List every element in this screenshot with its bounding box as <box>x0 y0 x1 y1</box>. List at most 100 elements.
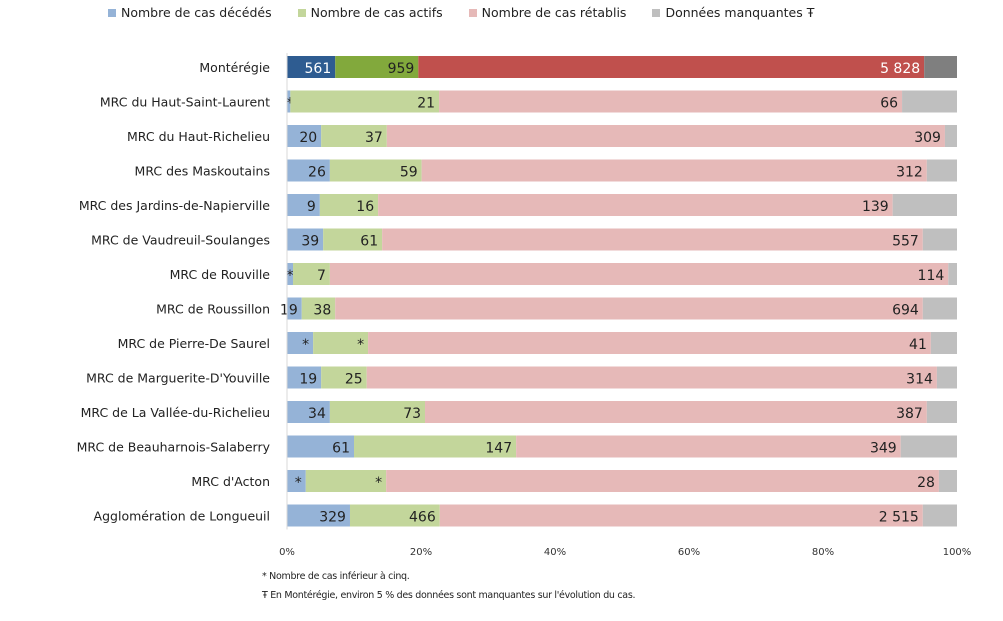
data-label: 959 <box>388 61 415 77</box>
legend-item-active: Nombre de cas actifs <box>297 5 443 20</box>
data-label: 25 <box>345 372 363 388</box>
bar-segment <box>329 159 422 182</box>
data-label: 39 <box>301 234 319 250</box>
legend-label: Nombre de cas rétablis <box>481 5 627 20</box>
data-label: 9 <box>307 199 316 215</box>
data-label: 16 <box>356 199 374 215</box>
bar-segment <box>287 56 336 78</box>
data-label: 59 <box>400 165 418 181</box>
bar-segment <box>335 297 923 320</box>
bar-segment <box>287 332 314 354</box>
bar-segment <box>321 366 367 389</box>
bar-segment <box>305 470 387 492</box>
bar-segment <box>287 470 306 492</box>
data-label: 61 <box>332 441 350 457</box>
bar-segment <box>301 297 336 320</box>
data-label: * <box>375 475 382 491</box>
bar-segment <box>922 228 957 251</box>
legend-swatch <box>297 8 306 17</box>
data-label: 694 <box>892 303 919 319</box>
bar-segment <box>313 332 369 354</box>
legend-label: Nombre de cas actifs <box>310 5 443 20</box>
bar-segment <box>287 504 350 527</box>
category-label: Agglomération de Longueuil <box>94 509 270 524</box>
data-label: 34 <box>308 406 326 422</box>
bar-segment <box>382 228 923 251</box>
category-label: MRC de Marguerite-D'Youville <box>86 371 270 386</box>
data-label: 7 <box>317 268 326 284</box>
data-label: 38 <box>313 303 331 319</box>
data-label: 2 515 <box>879 510 919 526</box>
data-label: 20 <box>299 130 317 146</box>
data-label: * <box>287 268 294 284</box>
bar-segment <box>354 435 517 458</box>
data-label: 37 <box>365 130 383 146</box>
data-label: 66 <box>880 96 898 112</box>
bar-segment <box>293 263 330 285</box>
data-label: * <box>302 337 309 353</box>
legend-swatch <box>652 8 661 17</box>
legend-item-deceased: Nombre de cas décédés <box>108 5 272 20</box>
legend-label: Données manquantes Ŧ <box>665 5 815 20</box>
category-label: MRC de La Vallée-du-Richelieu <box>81 405 270 420</box>
bar-segment <box>386 125 945 147</box>
data-label: 349 <box>870 441 897 457</box>
category-label: MRC de Pierre-De Saurel <box>118 336 270 351</box>
bar-segment <box>366 366 937 389</box>
category-label: Montérégie <box>199 60 270 75</box>
data-label: 561 <box>305 61 332 77</box>
bar-segment <box>922 297 957 320</box>
bar-segment <box>378 194 893 216</box>
category-label: MRC du Haut-Saint-Laurent <box>100 95 270 110</box>
bar-segment <box>335 56 419 78</box>
bar-segment <box>926 401 957 423</box>
bar-segment <box>323 228 383 251</box>
bar-segment <box>287 228 324 251</box>
bar-segment <box>386 470 939 492</box>
x-tick-label: 40% <box>544 547 566 558</box>
bar-segment <box>948 263 957 285</box>
bar-segment <box>930 332 957 354</box>
data-label: 557 <box>892 234 919 250</box>
bar-segment <box>321 125 387 147</box>
bar-segment <box>287 263 294 285</box>
bar-segment <box>922 504 957 527</box>
bar-segment <box>287 435 354 458</box>
bar-segment <box>287 194 320 216</box>
bar-segment <box>329 263 949 285</box>
data-label: 28 <box>917 475 935 491</box>
x-tick-label: 100% <box>943 547 972 558</box>
legend-label: Nombre de cas décédés <box>121 5 272 20</box>
bar-segment <box>290 90 440 113</box>
bar-segment <box>944 125 957 147</box>
x-tick-label: 20% <box>410 547 432 558</box>
data-label: 147 <box>485 441 512 457</box>
data-label: 466 <box>409 510 436 526</box>
data-label: 114 <box>918 268 945 284</box>
data-label: 5 828 <box>880 61 920 77</box>
data-label: 312 <box>896 165 923 181</box>
bar-segment <box>329 401 426 423</box>
data-label: 314 <box>906 372 933 388</box>
x-tick-label: 80% <box>812 547 834 558</box>
data-label: 19 <box>280 303 298 319</box>
category-label: MRC de Roussillon <box>156 302 270 317</box>
bar-segment <box>287 297 302 320</box>
bar-segment <box>902 90 957 113</box>
data-label: 26 <box>308 165 326 181</box>
bar-segment <box>439 504 923 527</box>
bar-segment <box>287 125 322 147</box>
bar-segment <box>418 56 925 78</box>
bar-segment <box>516 435 901 458</box>
category-label: MRC d'Acton <box>191 474 270 489</box>
footnote-missing: Ŧ En Montérégie, environ 5 % des données… <box>262 590 636 601</box>
bar-segment <box>421 159 927 182</box>
category-label: MRC des Jardins-de-Napierville <box>79 198 270 213</box>
bar-segment <box>425 401 927 423</box>
data-label: * <box>295 475 302 491</box>
bar-segment <box>936 366 957 389</box>
data-label: 329 <box>319 510 346 526</box>
bar-segment <box>439 90 903 113</box>
